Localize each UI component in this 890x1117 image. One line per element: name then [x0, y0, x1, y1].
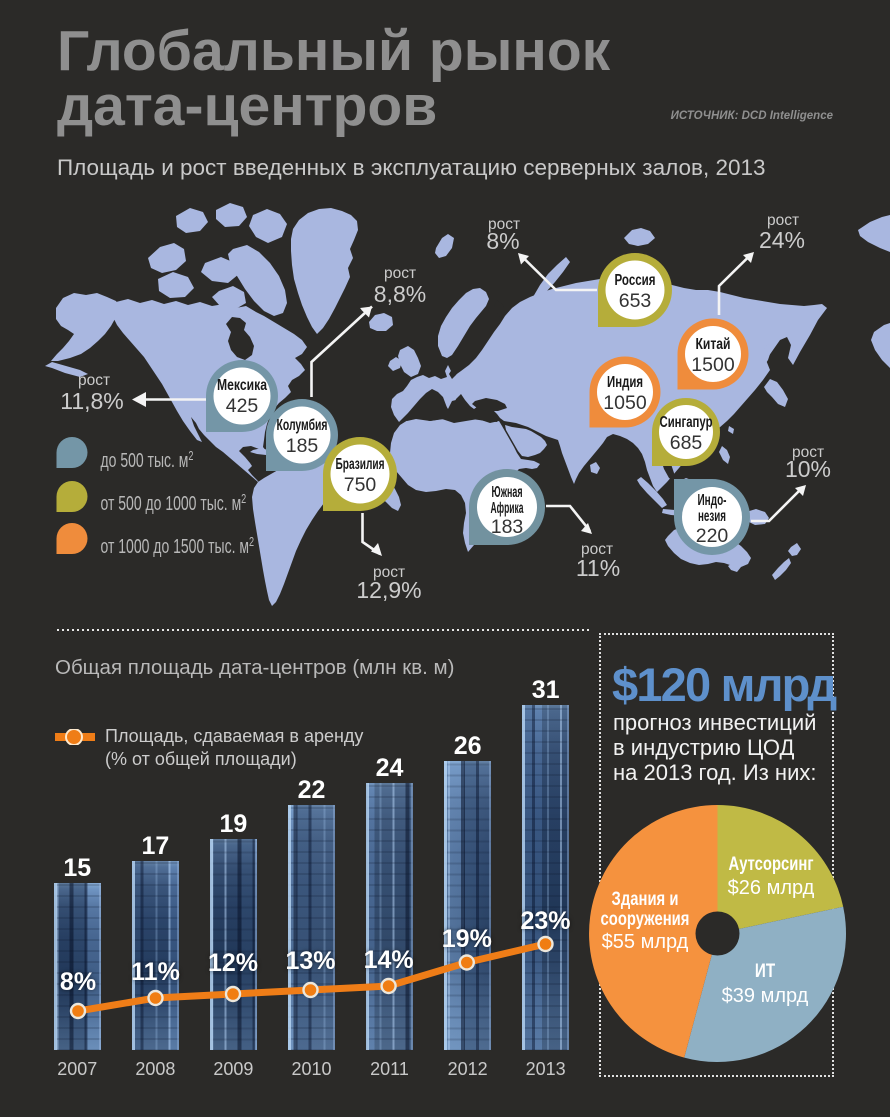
- svg-text:185: 185: [286, 435, 319, 457]
- svg-text:Колумбия: Колумбия: [277, 417, 328, 434]
- svg-text:Индия: Индия: [607, 374, 643, 391]
- svg-text:11%: 11%: [576, 555, 620, 581]
- svg-text:от 1000 до 1500 тыс. м2: от 1000 до 1500 тыс. м2: [101, 534, 255, 557]
- svg-text:1050: 1050: [603, 392, 647, 414]
- svg-text:незия: незия: [698, 508, 726, 525]
- svg-text:Африка: Африка: [491, 500, 524, 517]
- svg-text:Южная: Южная: [492, 484, 523, 501]
- svg-text:685: 685: [670, 432, 703, 454]
- svg-text:до 500 тыс. м2: до 500 тыс. м2: [101, 448, 194, 471]
- svg-text:8,8%: 8,8%: [374, 281, 426, 307]
- svg-text:рост: рост: [78, 372, 110, 389]
- svg-text:Мексика: Мексика: [217, 377, 267, 394]
- svg-text:183: 183: [491, 516, 524, 538]
- svg-text:12,9%: 12,9%: [356, 577, 421, 603]
- svg-text:Индо-: Индо-: [698, 492, 727, 509]
- svg-text:Китай: Китай: [696, 336, 731, 353]
- svg-text:рост: рост: [581, 541, 613, 558]
- svg-text:Сингапур: Сингапур: [660, 414, 713, 431]
- svg-text:425: 425: [226, 395, 259, 417]
- svg-text:Бразилия: Бразилия: [336, 456, 385, 473]
- svg-text:750: 750: [344, 474, 377, 496]
- svg-text:653: 653: [619, 290, 652, 312]
- svg-text:8%: 8%: [486, 228, 519, 254]
- svg-text:рост: рост: [488, 216, 520, 233]
- svg-text:10%: 10%: [785, 456, 831, 482]
- svg-text:Россия: Россия: [615, 272, 656, 289]
- svg-text:рост: рост: [373, 564, 405, 581]
- svg-text:рост: рост: [384, 265, 416, 282]
- svg-text:11,8%: 11,8%: [60, 388, 124, 414]
- svg-text:220: 220: [696, 525, 729, 547]
- svg-text:рост: рост: [767, 212, 799, 229]
- svg-text:рост: рост: [792, 444, 824, 461]
- svg-text:24%: 24%: [759, 227, 805, 253]
- svg-text:1500: 1500: [691, 354, 735, 376]
- svg-text:от 500 до 1000 тыс. м2: от 500 до 1000 тыс. м2: [101, 491, 247, 514]
